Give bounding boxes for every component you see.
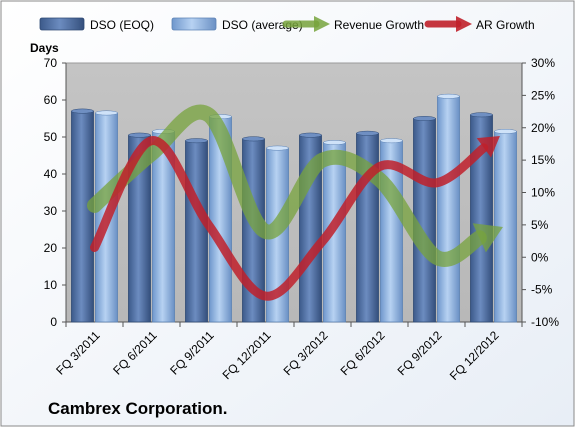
arrowhead-revenue-growth <box>472 223 503 253</box>
bar-dso-eoq-cap <box>413 116 436 121</box>
bar-dso-average-cap <box>323 140 346 146</box>
y-axis-ticks: 0 10 20 30 40 50 60 70 <box>44 56 66 329</box>
y2-tick-label: -10% <box>531 315 559 329</box>
bar-dso-average-cap <box>494 129 517 134</box>
y2-tick-label: 25% <box>531 88 555 102</box>
bar-dso-average-cap <box>437 93 460 99</box>
chart-title: Cambrex Corporation. <box>48 399 227 418</box>
legend-item-dso-eoq: DSO (EOQ) <box>39 17 154 32</box>
y-tick-label: 0 <box>50 315 57 329</box>
y2-tick-label: -5% <box>531 283 553 297</box>
bar-dso-average-cap <box>95 110 118 116</box>
legend-label-revenue-growth: Revenue Growth <box>334 18 424 32</box>
bar-dso-eoq-cap <box>128 132 151 138</box>
y-tick-label: 50 <box>44 130 58 144</box>
bar-group <box>71 93 517 323</box>
legend-swatch-dso-average <box>171 17 217 31</box>
y2-axis-ticks: -10% -5% 0% 5% 10% 15% 20% 25% 30% <box>522 56 559 329</box>
line-group <box>87 104 503 301</box>
legend-swatch-dso-eoq <box>39 17 85 31</box>
y2-tick-label: 15% <box>531 153 555 167</box>
y2-tick-label: 30% <box>531 56 555 70</box>
y-tick-label: 70 <box>44 56 58 70</box>
y-axis-title: Days <box>30 41 59 55</box>
legend-item-dso-average: DSO (average) <box>171 17 303 32</box>
bar-dso-average <box>437 95 460 323</box>
y-tick-label: 60 <box>44 93 58 107</box>
bar-dso-eoq-cap <box>242 136 265 142</box>
y2-tick-label: 5% <box>531 218 549 232</box>
bar-dso-average-cap <box>380 138 403 144</box>
arrowhead-ar-growth <box>476 135 500 158</box>
legend-label-dso-eoq: DSO (EOQ) <box>90 18 154 32</box>
y2-tick-label: 20% <box>531 121 555 135</box>
bar-dso-eoq-cap <box>185 138 208 144</box>
y2-tick-label: 0% <box>531 250 549 264</box>
bar-dso-eoq-cap <box>71 108 94 114</box>
bar-dso-eoq <box>71 110 94 323</box>
legend-item-revenue-growth: Revenue Growth <box>282 16 424 32</box>
legend-arrow-revenue-growth <box>314 16 330 32</box>
y-tick-label: 30 <box>44 204 58 218</box>
legend-label-dso-average: DSO (average) <box>222 18 303 32</box>
y2-tick-label: 10% <box>531 186 555 200</box>
bar-dso-eoq-cap <box>470 112 493 118</box>
legend-arrow-ar-growth <box>456 16 472 32</box>
bar-dso-eoq-cap <box>356 130 379 136</box>
legend: DSO (EOQ) DSO (average) Revenue Growth A… <box>39 16 535 32</box>
y-tick-label: 20 <box>44 241 58 255</box>
y-tick-label: 40 <box>44 167 58 181</box>
legend-item-ar-growth: AR Growth <box>424 16 535 32</box>
line-ar-growth <box>90 136 489 301</box>
bar-dso-average-cap <box>266 145 289 151</box>
bar-dso-eoq <box>185 140 208 323</box>
bar-dso-eoq-cap <box>299 132 322 138</box>
legend-label-ar-growth: AR Growth <box>476 18 535 32</box>
y-tick-label: 10 <box>44 278 58 292</box>
